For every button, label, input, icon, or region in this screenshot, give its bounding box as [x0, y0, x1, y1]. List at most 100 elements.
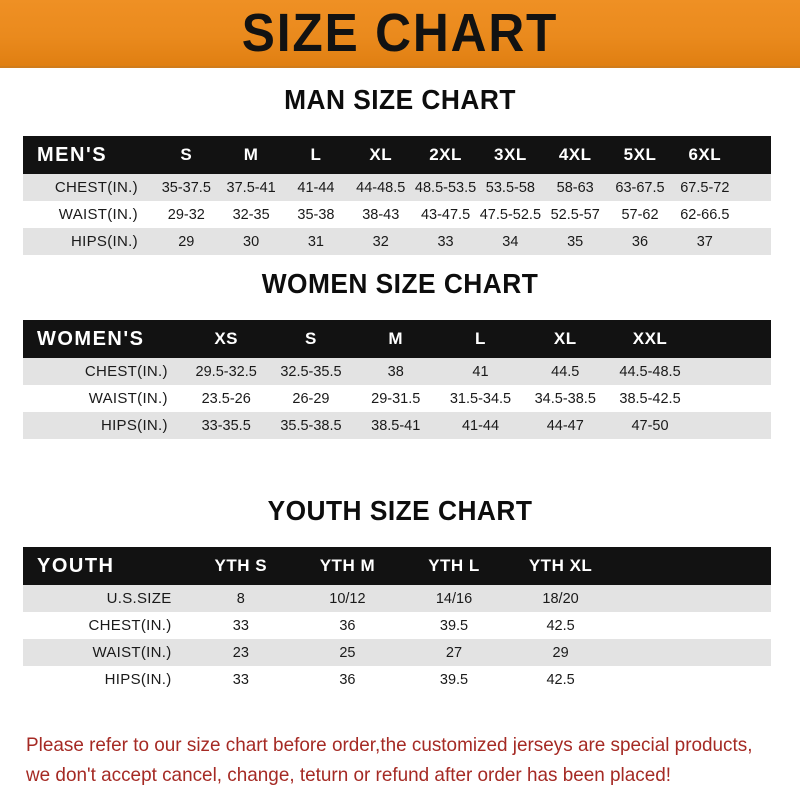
size-column-header: XL [553, 329, 577, 348]
table-row: WAIST(IN.) 23 25 27 29 [23, 639, 771, 666]
size-column-header: XXL [632, 329, 668, 348]
size-column-header: L [310, 145, 322, 164]
measurement-row-label: U.S.SIZE [106, 590, 172, 607]
measurement-cell: 32 [372, 233, 389, 250]
measurement-cell: 39.5 [439, 617, 469, 634]
measurement-cell: 18/20 [542, 590, 579, 607]
women-table-body: CHEST(IN.) 29.5-32.5 32.5-35.5 38 41 44.5 44.5… [23, 358, 771, 439]
size-column-header: S [305, 329, 317, 348]
table-row: HIPS(IN.) 33 36 39.5 42.5 [23, 666, 771, 693]
measurement-cell: 35.5-38.5 [280, 417, 342, 434]
measurement-row-label: WAIST(IN.) [58, 206, 138, 223]
measurement-cell: 44-48.5 [356, 179, 406, 196]
row-spacer-cell [614, 612, 771, 639]
measurement-cell: 23.5-26 [201, 390, 251, 407]
measurement-cell: 8 [236, 590, 245, 607]
measurement-cell: 58-63 [556, 179, 594, 196]
women-section-title: WOMEN SIZE CHART [261, 268, 539, 299]
table-header-row: WOMEN'S XS S M L XL XXL [23, 320, 771, 358]
measurement-cell: 44-47 [546, 417, 584, 434]
man-header-label: MEN'S [37, 143, 108, 166]
measurement-cell: 14/16 [435, 590, 473, 607]
measurement-cell: 29 [178, 233, 195, 250]
header-spacer-cell [614, 547, 771, 585]
measurement-row-label: CHEST(IN.) [54, 179, 138, 196]
measurement-cell: 29-31.5 [371, 390, 421, 407]
table-row: U.S.SIZE 8 10/12 14/16 18/20 [23, 585, 771, 612]
measurement-row-label: HIPS(IN.) [104, 671, 172, 688]
size-column-header: 5XL [623, 145, 657, 164]
size-column-header: YTH L [428, 556, 480, 575]
measurement-cell: 41 [472, 363, 489, 380]
man-table-header: MEN'S S M L XL 2XL 3XL 4XL 5XL 6XL [23, 136, 771, 174]
size-column-header: YTH XL [528, 556, 593, 575]
order-disclaimer: Please refer to our size chart before or… [26, 730, 763, 790]
measurement-row-label: CHEST(IN.) [88, 617, 172, 634]
measurement-cell: 42.5 [546, 671, 575, 688]
measurement-cell: 31 [307, 233, 324, 250]
measurement-cell: 36 [339, 617, 356, 634]
man-table-body: CHEST(IN.) 35-37.5 37.5-41 41-44 44-48.5 48.5… [23, 174, 771, 255]
measurement-cell: 37 [696, 233, 713, 250]
measurement-cell: 39.5 [439, 671, 469, 688]
measurement-cell: 34 [502, 233, 519, 250]
measurement-cell: 48.5-53.5 [414, 179, 477, 196]
size-column-header: M [243, 145, 259, 164]
measurement-cell: 43-47.5 [420, 206, 471, 223]
measurement-cell: 35-38 [297, 206, 335, 223]
women-header-label: WOMEN'S [37, 327, 145, 350]
header-spacer-cell [692, 320, 771, 358]
measurement-cell: 62-66.5 [680, 206, 730, 223]
man-section-title: MAN SIZE CHART [284, 84, 516, 115]
measurement-cell: 27 [445, 644, 463, 661]
measurement-cell: 32-35 [232, 206, 270, 223]
measurement-cell: 35-37.5 [161, 179, 211, 196]
measurement-cell: 47-50 [631, 417, 669, 434]
table-row: CHEST(IN.) 35-37.5 37.5-41 41-44 44-48.5 48.5… [23, 174, 771, 201]
youth-table-header: YOUTH YTH S YTH M YTH L YTH XL [23, 547, 771, 585]
man-size-table: MEN'S S M L XL 2XL 3XL 4XL 5XL 6XL CHEST(IN.) 35-3… [23, 136, 771, 255]
size-column-header: S [180, 145, 193, 164]
measurement-cell: 34.5-38.5 [534, 390, 596, 407]
size-column-header: M [388, 329, 404, 348]
measurement-cell: 67.5-72 [680, 179, 730, 196]
measurement-cell: 29-32 [167, 206, 205, 223]
measurement-cell: 25 [339, 644, 356, 661]
measurement-row-label: HIPS(IN.) [71, 233, 138, 250]
row-spacer-cell [614, 666, 771, 693]
measurement-row-label: WAIST(IN.) [92, 644, 172, 661]
measurement-cell: 44.5 [551, 363, 580, 380]
measurement-cell: 36 [339, 671, 356, 688]
row-spacer-cell [692, 385, 771, 412]
table-row: CHEST(IN.) 33 36 39.5 42.5 [23, 612, 771, 639]
measurement-cell: 38.5-42.5 [619, 390, 681, 407]
table-header-row: MEN'S S M L XL 2XL 3XL 4XL 5XL 6XL [23, 136, 771, 174]
row-spacer-cell [692, 358, 771, 385]
table-row: CHEST(IN.) 29.5-32.5 32.5-35.5 38 41 44.5 44.5… [23, 358, 771, 385]
measurement-cell: 35 [567, 233, 584, 250]
measurement-cell: 23 [232, 644, 249, 661]
measurement-row-label: HIPS(IN.) [100, 417, 168, 434]
measurement-cell: 29.5-32.5 [195, 363, 257, 380]
measurement-cell: 33-35.5 [201, 417, 251, 434]
measurement-cell: 38 [387, 363, 404, 380]
table-row: HIPS(IN.) 29 30 31 32 33 34 35 36 37 [23, 228, 771, 255]
youth-header-label: YOUTH [37, 554, 115, 577]
page-title: SIZE CHART [241, 3, 559, 63]
measurement-row-label: WAIST(IN.) [88, 390, 168, 407]
row-spacer-cell [737, 201, 771, 228]
measurement-cell: 26-29 [292, 390, 330, 407]
measurement-cell: 33 [232, 671, 249, 688]
measurement-cell: 41-44 [297, 179, 335, 196]
size-column-header: XL [369, 145, 393, 164]
row-spacer-cell [692, 412, 771, 439]
table-row: WAIST(IN.) 29-32 32-35 35-38 38-43 43-47.5 47.… [23, 201, 771, 228]
size-chart-banner: SIZE CHART [0, 0, 800, 68]
row-spacer-cell [737, 228, 771, 255]
youth-size-table: YOUTH YTH S YTH M YTH L YTH XL U.S.SIZE 8 10/1… [23, 547, 771, 693]
disclaimer-line-1: Please refer to our size chart before or… [26, 734, 753, 756]
measurement-cell: 37.5-41 [226, 179, 276, 196]
youth-table-body: U.S.SIZE 8 10/12 14/16 18/20 CHEST(IN.) 33 36 39… [23, 585, 771, 693]
measurement-cell: 31.5-34.5 [449, 390, 512, 407]
women-table-header: WOMEN'S XS S M L XL XXL [23, 320, 771, 358]
